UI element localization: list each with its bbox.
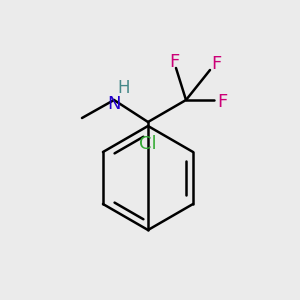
Text: F: F [217,93,227,111]
Text: F: F [169,53,179,71]
Text: Cl: Cl [139,135,157,153]
Text: N: N [107,95,121,113]
Text: F: F [211,55,221,73]
Text: H: H [118,79,130,97]
